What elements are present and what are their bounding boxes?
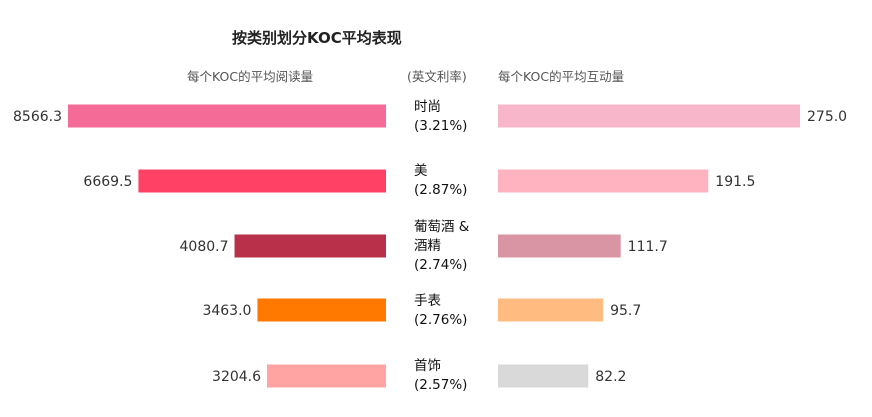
bar-right-label-1: 191.5 [715,174,755,190]
left-series-header: 每个KOC的平均阅读量 [187,69,314,84]
category-label-1: 美 (2.87%) [414,162,467,200]
bar-right-0 [498,104,800,128]
bar-right-4 [498,364,589,388]
bar-right-label-3: 95.7 [610,303,641,319]
bar-left-3 [257,298,386,322]
bar-left-0 [68,104,386,128]
category-name: 酒精 [414,238,441,254]
bar-left-4 [267,364,386,388]
bar-left-label-0: 8566.3 [13,109,62,125]
bar-left-2 [234,234,386,258]
chart-title: 按类别划分KOC平均表现 [232,29,402,47]
category-rate: (3.21%) [414,118,468,134]
bar-left-label-4: 3204.6 [212,369,261,385]
right-series-header: 每个KOC的平均互动量 [498,69,625,84]
category-rate: (2.74%) [414,257,468,273]
category-name: 葡萄酒 & [414,219,470,235]
category-rate: (2.87%) [414,182,468,198]
bar-right-label-2: 111.7 [628,239,668,255]
category-rate: (2.76%) [414,312,468,328]
bar-left-label-2: 4080.7 [180,239,229,255]
category-rate: (2.57%) [414,377,468,393]
category-name: 手表 [414,293,441,309]
middle-header: (英文利率) [407,69,467,84]
bar-right-label-4: 82.2 [595,369,626,385]
category-label-4: 首饰 (2.57%) [414,357,467,395]
category-name: 首饰 [414,358,441,374]
bar-left-label-1: 6669.5 [83,174,132,190]
category-label-0: 时尚 (3.21%) [414,98,467,136]
category-label-3: 手表 (2.76%) [414,292,467,330]
bar-right-label-0: 275.0 [807,109,847,125]
bar-right-1 [498,169,709,193]
category-name: 美 [414,163,428,179]
bar-right-2 [498,234,621,258]
bar-right-3 [498,298,604,322]
category-name: 时尚 [414,99,441,115]
category-label-2: 葡萄酒 & 酒精 (2.74%) [414,218,469,275]
bar-left-1 [138,169,386,193]
bar-left-label-3: 3463.0 [202,303,251,319]
